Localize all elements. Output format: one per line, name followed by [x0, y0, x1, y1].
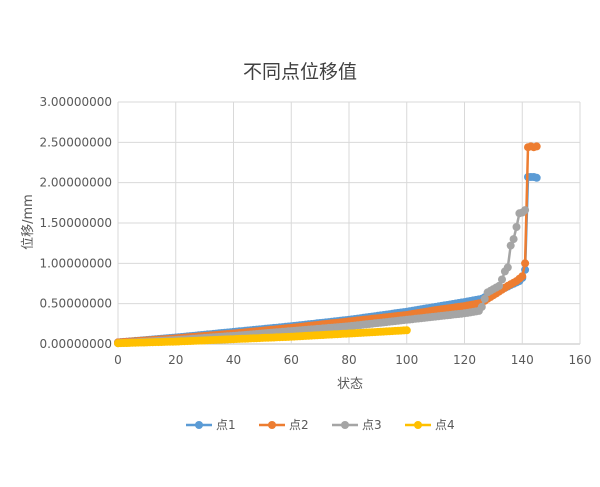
data-point	[512, 223, 521, 231]
y-tick-label: 1.50000000	[39, 216, 112, 230]
series-4	[114, 326, 411, 348]
x-tick-label: 120	[453, 353, 476, 367]
y-tick-label: 0.50000000	[39, 297, 112, 311]
x-tick-label: 140	[511, 353, 534, 367]
data-point	[477, 302, 486, 311]
legend-item: 点3	[332, 418, 382, 432]
legend-marker	[268, 421, 276, 429]
series-3	[114, 206, 530, 348]
legend-marker	[341, 421, 349, 429]
data-point	[480, 294, 489, 303]
data-point	[495, 281, 504, 290]
series-line	[117, 175, 538, 344]
series-2	[114, 142, 541, 347]
y-axis-title: 位移/mm	[21, 194, 36, 250]
x-tick-label: 0	[114, 353, 122, 367]
legend-label: 点4	[435, 418, 455, 432]
legend: 点1 点2 点3 点4	[186, 418, 455, 432]
data-point	[532, 173, 541, 182]
data-point	[521, 206, 530, 215]
y-tick-label: 1.00000000	[39, 256, 112, 270]
legend-item: 点1	[186, 418, 236, 432]
gridlines	[117, 101, 581, 345]
data-point	[498, 275, 506, 284]
x-tick-label: 160	[569, 353, 592, 367]
chart-title: 不同点位移值	[243, 61, 357, 83]
legend-label: 点3	[362, 418, 382, 432]
y-tick-label: 2.00000000	[39, 176, 112, 190]
x-tick-label: 100	[395, 353, 418, 367]
x-axis-title: 状态	[337, 377, 363, 392]
data-point	[506, 241, 515, 250]
y-tick-label: 3.00000000	[39, 95, 112, 109]
data-point	[521, 259, 530, 268]
x-tick-label: 20	[168, 353, 183, 367]
legend-item: 点2	[259, 418, 309, 432]
data-point	[518, 272, 527, 281]
y-tick-label: 2.50000000	[39, 135, 112, 149]
legend-label: 点2	[289, 418, 309, 432]
tick-labels: 0.00000000 0.50000000 1.00000000 1.50000000…	[39, 95, 591, 367]
y-tick-label: 0.00000000	[39, 337, 112, 351]
data-point	[532, 142, 541, 151]
series-group	[114, 142, 541, 348]
data-point	[402, 326, 411, 335]
x-tick-label: 80	[341, 353, 356, 367]
legend-item: 点4	[405, 418, 455, 432]
data-point	[509, 235, 518, 244]
legend-marker	[414, 421, 422, 429]
data-point	[503, 263, 512, 272]
legend-label: 点1	[216, 418, 236, 432]
x-tick-label: 60	[284, 353, 299, 367]
legend-marker	[195, 421, 203, 429]
x-tick-label: 40	[226, 353, 241, 367]
